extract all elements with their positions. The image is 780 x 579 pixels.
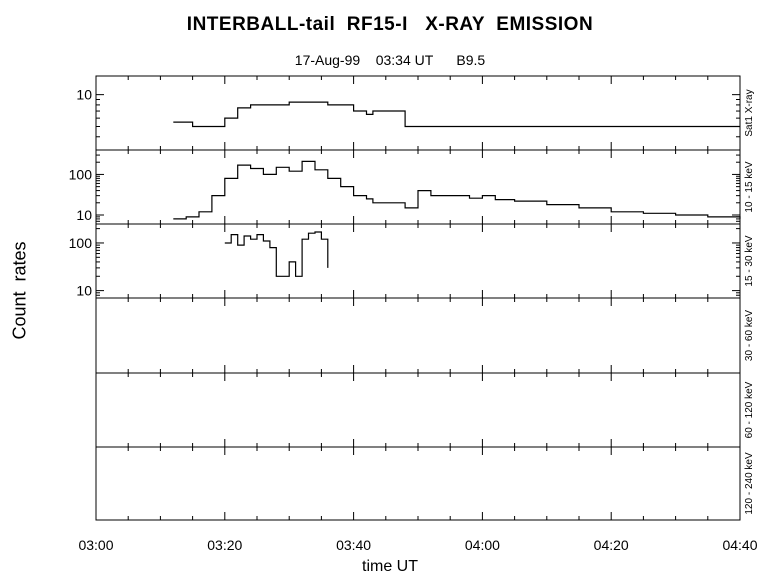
- y-tick-label: 100: [69, 235, 93, 251]
- y-tick-label: 10: [76, 283, 92, 299]
- chart-subtitle: 17-Aug-99 03:34 UT B9.5: [294, 52, 486, 68]
- series-line: [173, 160, 741, 220]
- panel-frame: [95, 372, 741, 448]
- x-tick-label: 04:40: [722, 537, 757, 553]
- panel-frame: [95, 446, 741, 521]
- x-tick-label: 04:00: [465, 537, 500, 553]
- panel-series-label: Sat1 X-ray: [744, 89, 755, 136]
- series-line: [224, 231, 329, 277]
- panel-frame: [95, 223, 741, 299]
- panel-series-label: 60 - 120 keV: [744, 381, 755, 438]
- chart-title: INTERBALL-tail RF15-I X-RAY EMISSION: [186, 14, 594, 35]
- y-tick-label: 100: [69, 166, 93, 182]
- panel-series-label: 15 - 30 keV: [744, 235, 755, 286]
- y-tick-label: 10: [76, 207, 92, 223]
- panel-series-label: 120 - 240 keV: [744, 452, 755, 515]
- x-tick-label: 03:00: [78, 537, 113, 553]
- panel-series-label: 10 - 15 keV: [744, 161, 755, 212]
- x-tick-label: 03:20: [207, 537, 242, 553]
- panel-frame: [95, 297, 741, 374]
- series-line: [173, 101, 740, 128]
- x-tick-label: 03:40: [336, 537, 371, 553]
- y-tick-label: 10: [76, 87, 92, 103]
- panel-series-label: 30 - 60 keV: [744, 310, 755, 361]
- x-tick-label: 04:20: [594, 537, 629, 553]
- x-axis-label: time UT: [362, 558, 418, 575]
- panel-frame: [95, 75, 741, 151]
